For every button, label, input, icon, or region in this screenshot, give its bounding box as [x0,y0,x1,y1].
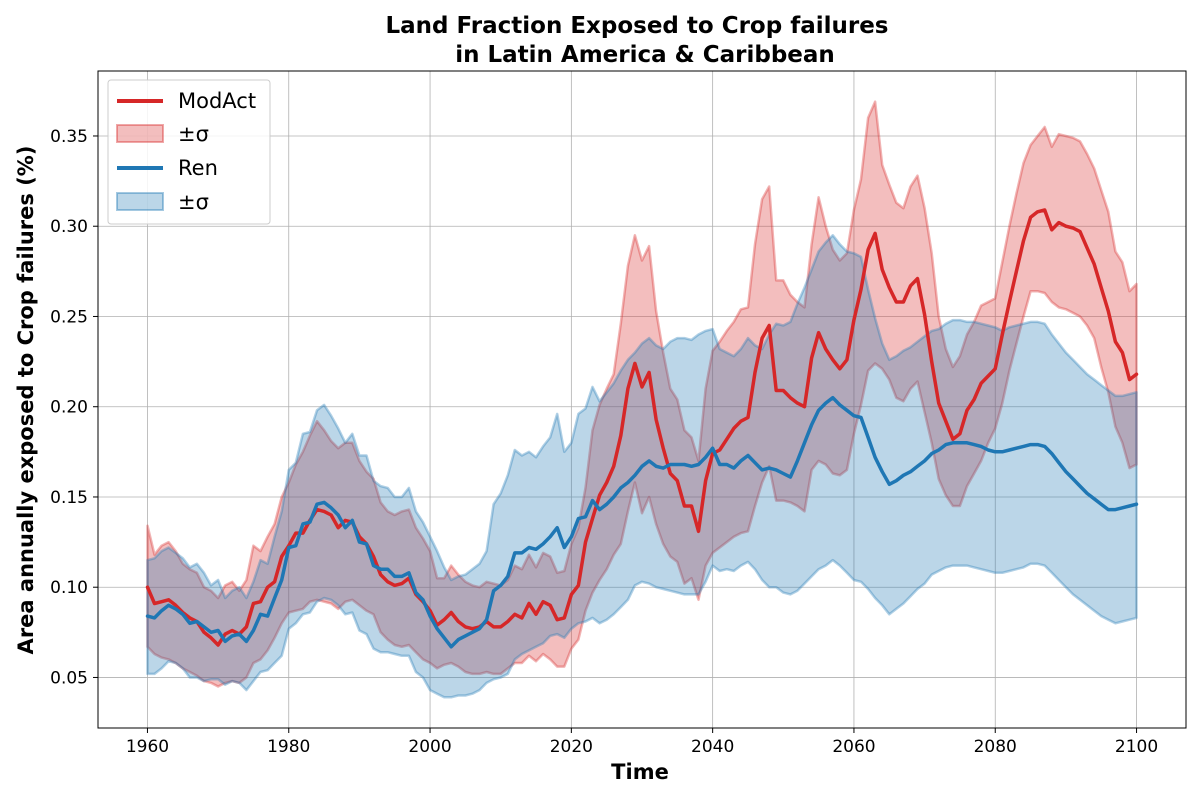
y-tick-label: 0.35 [50,127,88,147]
legend-modact-band-label: ±σ [178,122,209,146]
x-tick-label: 2000 [408,737,451,757]
legend-ren-label: Ren [178,156,218,180]
y-tick-label: 0.20 [50,398,88,418]
y-tick-label: 0.05 [50,668,88,688]
legend-modact-label: ModAct [178,89,256,113]
chart-title-line-2: in Latin America & Caribbean [455,42,835,68]
y-tick-label: 0.15 [50,488,88,508]
legend-ren-band-label: ±σ [178,190,209,214]
legend: ModAct ±σ Ren ±σ [107,79,271,225]
ren-mean-line [145,395,1139,649]
x-tick-label: 1980 [267,737,310,757]
legend-modact-band-swatch [116,124,164,143]
modact-std-band [146,100,1138,688]
y-axis-label: Area annually exposed to Crop failures (… [14,146,38,655]
grid [98,71,1186,728]
chart-title-line-1: Land Fraction Exposed to Crop failures [386,13,889,39]
x-axis-label: Time [611,760,669,784]
y-tick-label: 0.30 [50,217,88,237]
x-tick-label: 2080 [974,737,1017,757]
y-tick-label: 0.25 [50,307,88,327]
legend-ren-band-swatch [116,192,164,211]
x-tick-label: 2020 [550,737,593,757]
y-tick-label: 0.10 [50,578,88,598]
series-lines [145,208,1139,649]
x-tick-label: 2040 [691,737,734,757]
axis-ticks: 1960 1980 2000 2020 2040 2060 2080 2100 0.05 0.10… [50,127,1158,757]
axes-frame [97,70,1187,729]
x-tick-label: 2100 [1115,737,1158,757]
x-tick-label: 2060 [832,737,875,757]
legend-box [107,79,271,225]
x-tick-label: 1960 [126,737,169,757]
